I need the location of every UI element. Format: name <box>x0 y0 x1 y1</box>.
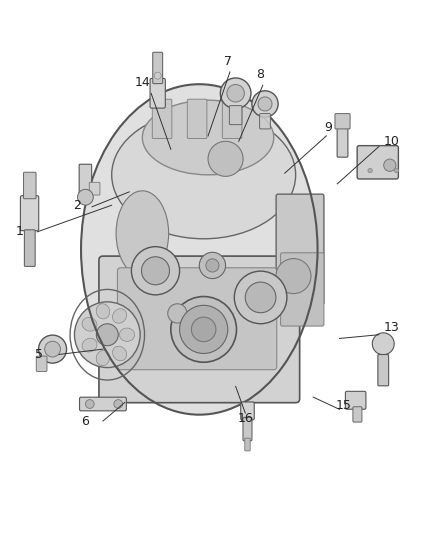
FancyBboxPatch shape <box>346 391 366 409</box>
Ellipse shape <box>113 309 127 323</box>
FancyBboxPatch shape <box>280 253 324 326</box>
Circle shape <box>114 400 123 408</box>
Circle shape <box>220 78 251 109</box>
FancyBboxPatch shape <box>223 99 242 139</box>
FancyBboxPatch shape <box>353 407 362 422</box>
Circle shape <box>252 91 278 117</box>
Text: 5: 5 <box>35 348 43 361</box>
Circle shape <box>227 85 244 102</box>
FancyBboxPatch shape <box>36 356 47 372</box>
FancyBboxPatch shape <box>335 114 350 129</box>
Circle shape <box>245 282 276 313</box>
Circle shape <box>74 302 140 368</box>
Ellipse shape <box>81 84 318 415</box>
Text: 14: 14 <box>134 76 150 89</box>
Circle shape <box>168 304 187 323</box>
Text: 15: 15 <box>336 399 352 411</box>
Ellipse shape <box>112 111 296 239</box>
Text: 10: 10 <box>384 135 400 148</box>
Circle shape <box>96 324 118 346</box>
Text: 16: 16 <box>237 412 253 425</box>
FancyBboxPatch shape <box>187 99 207 139</box>
FancyBboxPatch shape <box>230 106 242 125</box>
Circle shape <box>368 168 372 173</box>
Ellipse shape <box>142 100 274 175</box>
Text: 9: 9 <box>325 122 332 134</box>
Circle shape <box>78 189 93 205</box>
FancyBboxPatch shape <box>245 438 250 451</box>
Text: 6: 6 <box>81 415 89 427</box>
Circle shape <box>171 296 237 362</box>
Ellipse shape <box>120 328 135 342</box>
Ellipse shape <box>116 191 169 276</box>
FancyBboxPatch shape <box>79 164 92 196</box>
FancyBboxPatch shape <box>89 182 100 195</box>
FancyBboxPatch shape <box>99 256 300 403</box>
Circle shape <box>45 341 60 357</box>
Circle shape <box>384 159 396 172</box>
FancyBboxPatch shape <box>150 78 165 108</box>
Text: 8: 8 <box>257 68 265 81</box>
Circle shape <box>208 141 243 176</box>
FancyBboxPatch shape <box>153 52 162 84</box>
FancyBboxPatch shape <box>357 146 399 179</box>
Circle shape <box>372 333 394 355</box>
Ellipse shape <box>82 338 97 352</box>
Ellipse shape <box>96 304 110 319</box>
Text: 7: 7 <box>224 55 232 68</box>
FancyBboxPatch shape <box>378 354 389 386</box>
Circle shape <box>85 400 94 408</box>
Ellipse shape <box>82 318 97 331</box>
Circle shape <box>199 252 226 279</box>
Circle shape <box>180 305 228 353</box>
Circle shape <box>258 97 272 111</box>
Circle shape <box>394 168 399 173</box>
FancyBboxPatch shape <box>117 268 277 370</box>
Circle shape <box>141 257 170 285</box>
Text: 2: 2 <box>73 199 81 212</box>
Ellipse shape <box>96 351 110 366</box>
FancyBboxPatch shape <box>152 99 172 139</box>
FancyBboxPatch shape <box>80 397 126 411</box>
FancyBboxPatch shape <box>260 114 270 129</box>
Circle shape <box>191 317 216 342</box>
FancyBboxPatch shape <box>241 402 254 420</box>
Circle shape <box>131 247 180 295</box>
FancyBboxPatch shape <box>337 126 348 157</box>
Circle shape <box>276 259 311 294</box>
Circle shape <box>206 259 219 272</box>
Circle shape <box>234 271 287 324</box>
Text: 13: 13 <box>384 321 400 334</box>
FancyBboxPatch shape <box>25 230 35 266</box>
Circle shape <box>154 72 161 79</box>
FancyBboxPatch shape <box>21 196 39 231</box>
Circle shape <box>39 335 67 363</box>
Text: 1: 1 <box>16 225 24 238</box>
Ellipse shape <box>113 346 127 361</box>
FancyBboxPatch shape <box>276 194 324 305</box>
FancyBboxPatch shape <box>24 172 36 199</box>
FancyBboxPatch shape <box>243 417 252 441</box>
